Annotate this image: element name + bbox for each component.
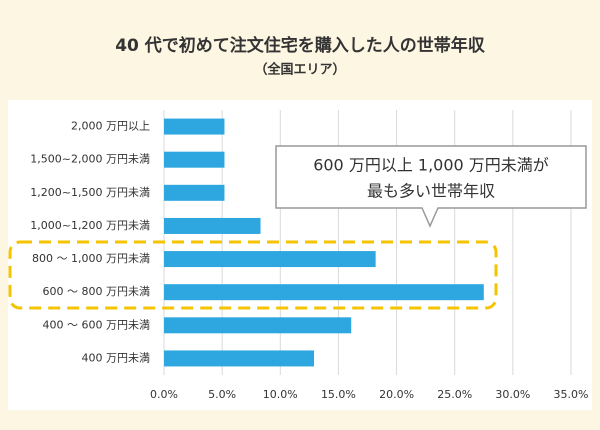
callout-box (275, 145, 587, 228)
bar (164, 350, 315, 367)
bar (164, 317, 352, 334)
x-tick-label: 5.0% (208, 388, 236, 401)
y-tick-label: 1,000~1,200 万円未満 (30, 219, 150, 232)
x-tick-label: 10.0% (263, 388, 298, 401)
bar (164, 151, 225, 168)
x-tick-label: 15.0% (321, 388, 356, 401)
bar (164, 251, 376, 268)
x-tick-label: 20.0% (379, 388, 414, 401)
chart-subtitle: （全国エリア） (254, 62, 345, 78)
y-tick-label: 1,500~2,000 万円未満 (30, 153, 150, 166)
x-tick-label: 0.0% (150, 388, 178, 401)
x-tick-label: 35.0% (554, 388, 589, 401)
y-tick-label: 400 ～ 600 万円未満 (43, 318, 150, 331)
bar (164, 284, 484, 301)
callout: 600 万円以上 1,000 万円未満が 最も多い世帯年収 (275, 145, 587, 228)
x-tick-label: 30.0% (495, 388, 530, 401)
callout-text: 最も多い世帯年収 (367, 182, 495, 201)
bar (164, 118, 225, 135)
highlight-box (8, 240, 498, 310)
bar (164, 184, 225, 201)
chart-title: 40 代で初めて注文住宅を購入した人の世帯年収 (115, 35, 486, 56)
y-tick-label: 600 ～ 800 万円未満 (43, 285, 150, 298)
x-tick-label: 25.0% (437, 388, 472, 401)
y-tick-label: 800 ～ 1,000 万円未満 (32, 252, 150, 265)
y-tick-label: 400 万円未満 (82, 351, 151, 364)
callout-text: 600 万円以上 1,000 万円未満が (313, 156, 549, 175)
y-tick-label: 1,200~1,500 万円未満 (30, 186, 150, 199)
y-tick-label: 2,000 万円以上 (71, 120, 150, 133)
bar (164, 217, 261, 234)
